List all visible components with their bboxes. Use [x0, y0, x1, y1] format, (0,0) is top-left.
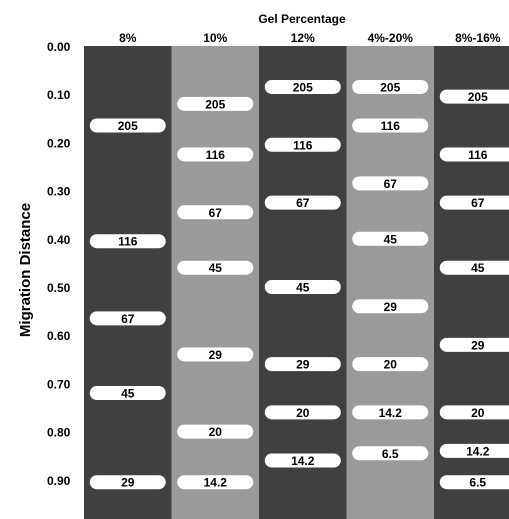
band-label-2-0: 205 [293, 80, 313, 94]
y-tick-2: 0.20 [47, 136, 71, 150]
band-0-4 [89, 475, 166, 490]
band-label-1-4: 29 [209, 348, 223, 362]
band-label-0-1: 116 [118, 235, 138, 249]
band-4-7 [439, 475, 509, 490]
band-label-2-5: 20 [296, 406, 310, 420]
band-label-4-4: 29 [471, 338, 485, 352]
band-label-0-0: 205 [118, 119, 138, 133]
band-2-6 [264, 453, 341, 468]
y-axis-label: Migration Distance [17, 203, 34, 337]
band-label-1-1: 116 [206, 148, 226, 162]
chart-title: Gel Percentage [258, 12, 346, 26]
band-label-4-7: 6.5 [469, 476, 486, 490]
lane-1 [171, 46, 259, 519]
band-1-0 [177, 96, 254, 111]
band-1-3 [177, 260, 254, 275]
band-0-2 [89, 311, 166, 326]
band-label-2-6: 14.2 [291, 454, 315, 468]
bands: 205 116 67 45 29 205 116 67 45 29 20 14.2 205 116 67 45… [89, 79, 509, 490]
band-label-4-0: 205 [468, 90, 488, 104]
band-1-4 [177, 347, 254, 362]
band-0-3 [89, 386, 166, 401]
band-label-2-3: 45 [296, 281, 310, 295]
band-label-1-6: 14.2 [204, 476, 228, 490]
band-label-2-2: 67 [296, 196, 310, 210]
band-2-1 [264, 137, 341, 152]
band-3-6 [352, 405, 429, 420]
band-2-4 [264, 357, 341, 372]
band-4-4 [439, 337, 509, 352]
band-0-0 [89, 118, 166, 133]
band-2-0 [264, 79, 341, 94]
lane-header-1: 10% [203, 31, 227, 45]
band-3-1 [352, 118, 429, 133]
band-label-3-6: 14.2 [379, 406, 403, 420]
y-tick-8: 0.80 [47, 426, 71, 440]
band-label-1-0: 205 [205, 97, 225, 111]
band-label-3-2: 67 [384, 177, 398, 191]
lane-0 [84, 46, 172, 519]
y-tick-3: 0.30 [47, 185, 71, 199]
band-3-4 [352, 299, 429, 314]
band-3-2 [352, 176, 429, 191]
band-4-3 [439, 260, 509, 275]
band-2-5 [264, 405, 341, 420]
band-label-3-7: 6.5 [382, 447, 399, 461]
band-4-1 [439, 147, 509, 162]
band-label-1-5: 20 [209, 425, 223, 439]
lane-headers: 8% 10% 12% 4%-20% 8%-16% [119, 31, 501, 45]
band-label-3-5: 20 [384, 358, 398, 372]
band-label-3-3: 45 [384, 232, 398, 246]
band-label-3-0: 205 [380, 80, 400, 94]
y-axis-ticks: 0.00 0.10 0.20 0.30 0.40 0.50 0.60 0.70 0.80 0.90… [47, 40, 71, 488]
lane-header-3: 4%-20% [368, 31, 414, 45]
band-4-0 [439, 89, 509, 104]
band-4-6 [439, 443, 509, 458]
y-tick-7: 0.70 [47, 377, 71, 391]
lane-header-0: 8% [119, 31, 137, 45]
band-label-1-3: 45 [209, 261, 223, 275]
lane-4 [434, 46, 509, 519]
band-1-6 [177, 475, 254, 490]
band-label-0-3: 45 [121, 387, 135, 401]
band-label-4-3: 45 [471, 261, 485, 275]
y-tick-6: 0.60 [47, 329, 71, 343]
band-label-1-2: 67 [209, 206, 223, 220]
y-tick-0: 0.00 [47, 40, 71, 54]
band-label-3-4: 29 [384, 300, 398, 314]
band-2-2 [264, 195, 341, 210]
y-tick-1: 0.10 [47, 88, 71, 102]
band-label-0-4: 29 [121, 476, 135, 490]
lane-header-4: 8%-16% [455, 31, 501, 45]
band-label-4-2: 67 [471, 196, 485, 210]
band-3-0 [352, 79, 429, 94]
band-label-2-4: 29 [296, 358, 310, 372]
band-3-7 [352, 446, 429, 461]
y-tick-5: 0.50 [47, 281, 71, 295]
lane-header-2: 12% [291, 31, 315, 45]
band-3-5 [352, 357, 429, 372]
band-label-4-6: 14.2 [466, 444, 490, 458]
band-label-0-2: 67 [121, 312, 135, 326]
band-label-3-1: 116 [381, 119, 401, 133]
y-tick-9: 0.90 [47, 474, 71, 488]
band-2-3 [264, 280, 341, 294]
band-4-2 [439, 195, 509, 210]
band-1-5 [177, 424, 254, 439]
y-tick-4: 0.40 [47, 233, 71, 247]
band-label-4-5: 20 [471, 406, 485, 420]
band-4-5 [439, 405, 509, 420]
band-1-2 [177, 205, 254, 220]
band-1-1 [177, 147, 254, 162]
band-3-3 [352, 231, 429, 246]
band-0-1 [89, 234, 166, 249]
band-label-4-1: 116 [468, 148, 488, 162]
band-label-2-1: 116 [293, 138, 313, 152]
